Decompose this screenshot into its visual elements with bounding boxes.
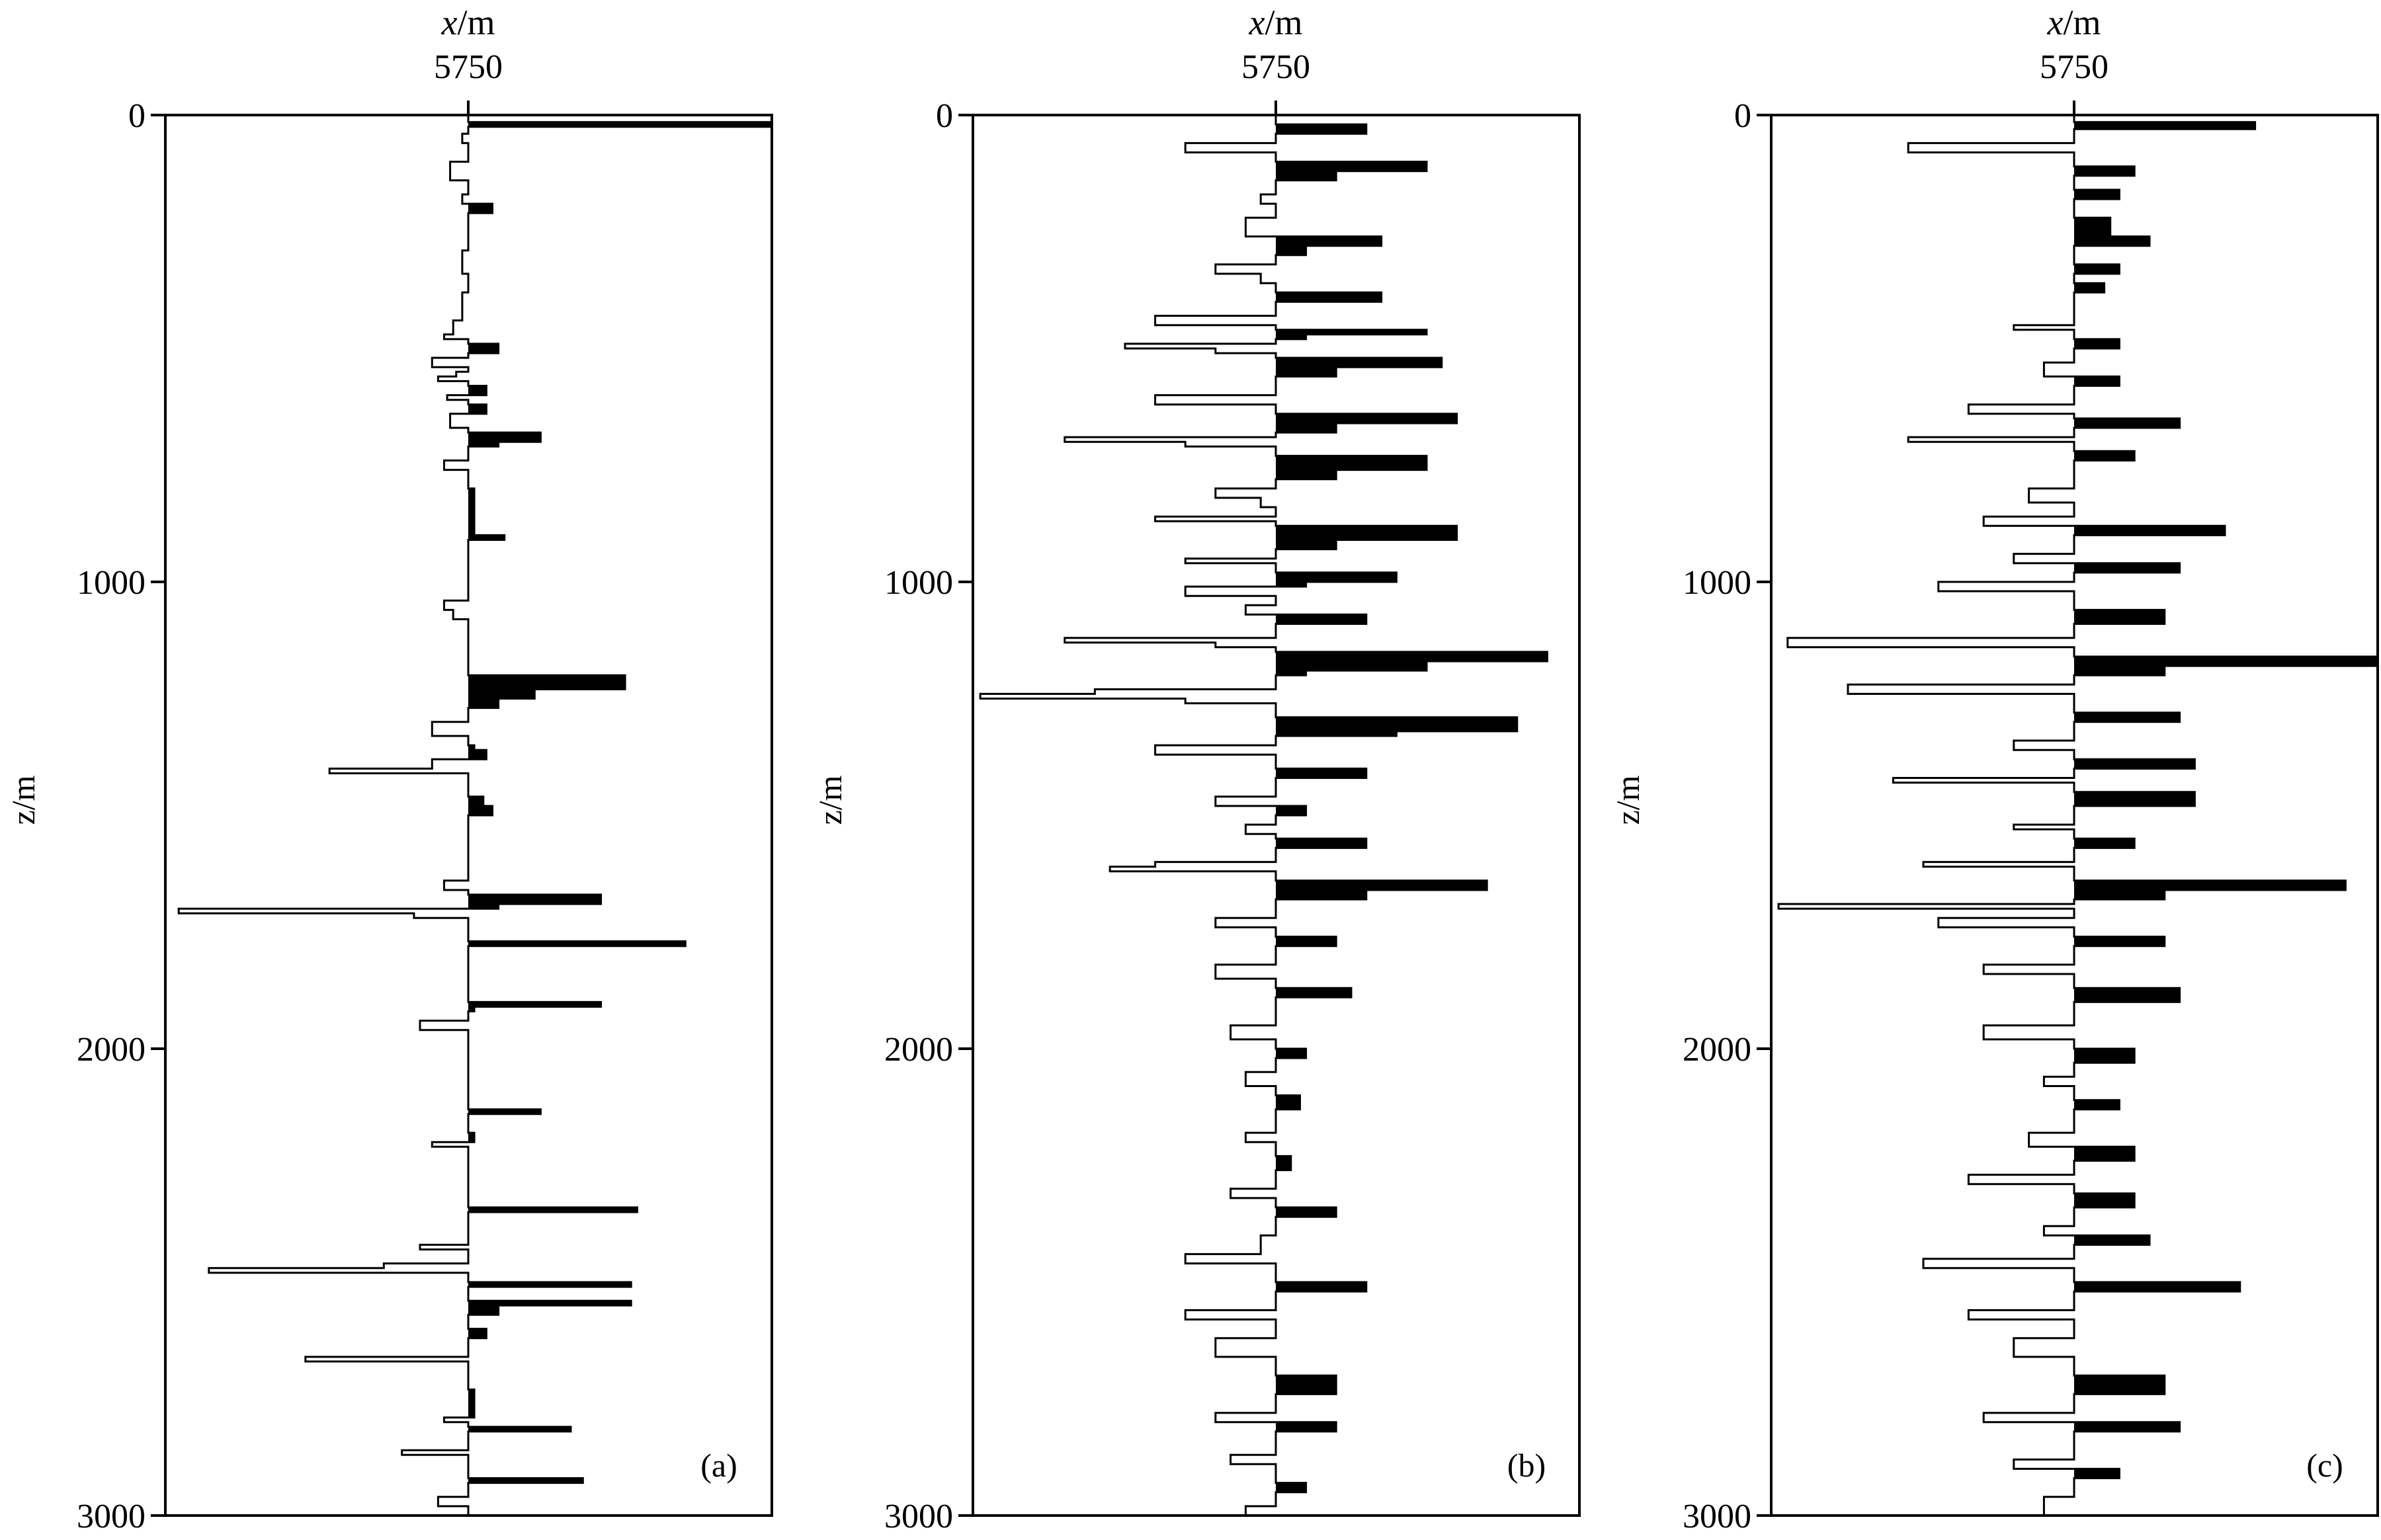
- panel-label: (c): [2306, 1447, 2343, 1484]
- y-axis-title: z/m: [5, 775, 42, 825]
- x-tick-label: 5750: [434, 48, 503, 86]
- positive-fill: [468, 122, 770, 1483]
- y-axis-title: z/m: [812, 775, 849, 825]
- y-tick-label: 0: [128, 97, 146, 135]
- y-tick-label: 3000: [1683, 1498, 1751, 1535]
- x-axis-title: x/m: [1249, 3, 1303, 42]
- panel-label: (b): [1507, 1447, 1546, 1484]
- panel-a: x/m 5750 z/m 0 1000 2000 3000 (a): [5, 3, 773, 1535]
- x-axis-title: x/m: [2047, 3, 2101, 42]
- y-tick-label: 3000: [77, 1498, 146, 1535]
- y-ticks: 0 1000 2000 3000: [77, 97, 165, 1535]
- y-tick-label: 1000: [1683, 564, 1751, 602]
- panel-b: x/m 5750 z/m 0 1000 2000 3000 (b): [812, 3, 1581, 1535]
- y-tick-label: 1000: [77, 564, 146, 602]
- panel-c: x/m 5750 z/m 0 1000 2000 3000 (c): [1609, 3, 2379, 1535]
- y-tick-label: 1000: [884, 564, 953, 602]
- y-tick-label: 3000: [884, 1498, 953, 1535]
- wiggle-trace: [979, 115, 1548, 1517]
- wiggle-trace: [177, 115, 771, 1516]
- wiggle-trace: [1777, 115, 2377, 1517]
- y-tick-label: 2000: [1683, 1031, 1751, 1069]
- y-axis-title: z/m: [1609, 775, 1646, 825]
- y-ticks: 0 1000 2000 3000: [1683, 97, 1771, 1535]
- x-tick-label: 5750: [1241, 48, 1310, 86]
- positive-fill: [1276, 124, 1548, 1492]
- y-tick-label: 2000: [77, 1031, 146, 1069]
- x-tick-label: 5750: [2040, 48, 2109, 86]
- x-axis-title: x/m: [441, 3, 495, 42]
- positive-fill: [2074, 122, 2376, 1479]
- y-tick-label: 0: [936, 97, 953, 135]
- y-tick-label: 0: [1734, 97, 1751, 135]
- y-tick-label: 2000: [884, 1031, 953, 1069]
- panel-label: (a): [700, 1447, 737, 1484]
- y-ticks: 0 1000 2000 3000: [884, 97, 973, 1535]
